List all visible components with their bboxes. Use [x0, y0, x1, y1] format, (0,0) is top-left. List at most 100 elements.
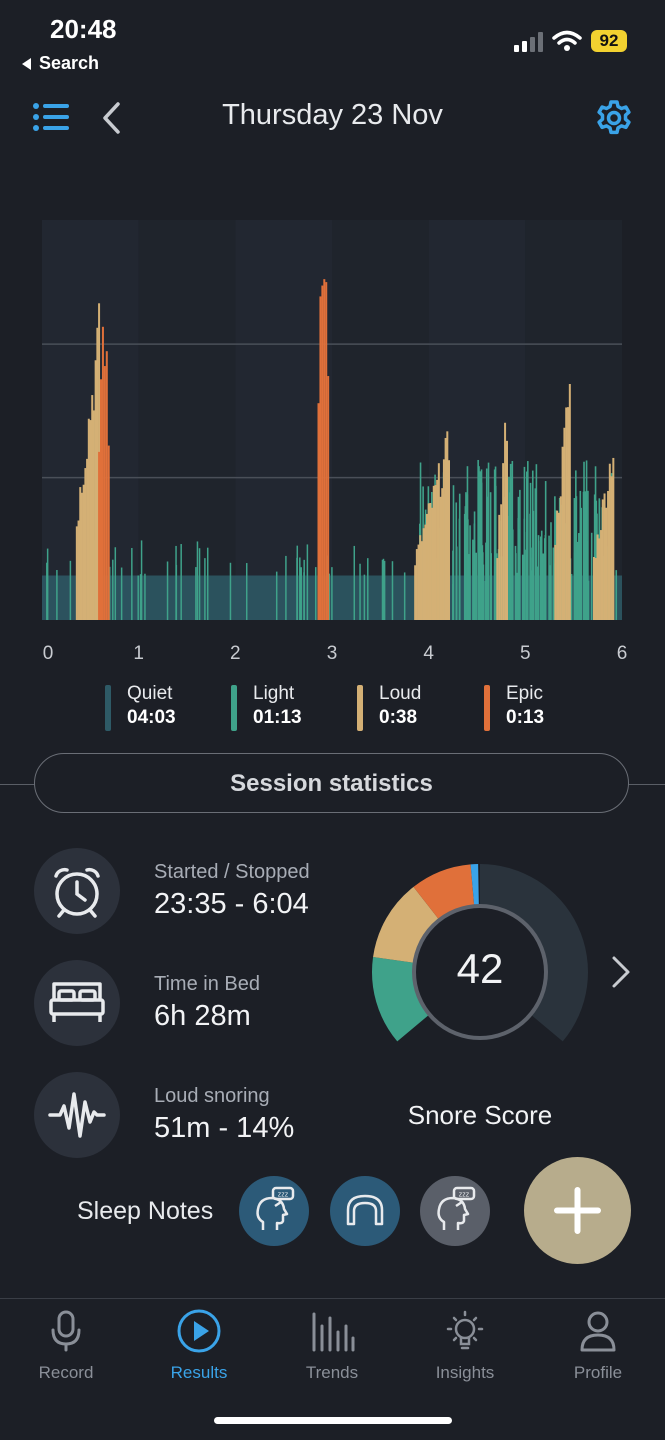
stat-label-started-stopped: Started / Stopped	[154, 861, 310, 883]
light-spike	[466, 494, 469, 620]
sleep-note-sleep-head-icon-2[interactable]: zzz	[420, 1176, 490, 1246]
burst-0-bar	[84, 468, 87, 620]
tab-record[interactable]: Record	[6, 1308, 126, 1383]
burst-2-bar	[317, 403, 320, 620]
burst-2-bar	[321, 285, 324, 620]
light-spike	[131, 547, 133, 620]
burst-0-bar	[94, 360, 97, 620]
light-spike	[517, 518, 520, 620]
light-spike	[204, 558, 206, 620]
gear-icon[interactable]	[594, 98, 634, 138]
tab-results[interactable]: Results	[139, 1308, 259, 1383]
sleep-note-mouthguard-icon[interactable]	[330, 1176, 400, 1246]
chevron-left-icon[interactable]	[98, 100, 128, 136]
light-spike	[580, 507, 583, 620]
add-note-button[interactable]	[524, 1157, 631, 1264]
snore-chart[interactable]: 0 1 2 3 4 5 6	[0, 150, 665, 670]
burst-6-bar	[607, 490, 610, 620]
burst-4-bar	[504, 422, 507, 620]
burst-3-bar	[417, 544, 420, 620]
microphone-icon	[51, 1310, 81, 1352]
light-spike	[144, 573, 146, 620]
light-spike	[575, 496, 578, 620]
light-spike	[532, 510, 535, 620]
light-spike	[590, 532, 593, 620]
snore-score-gauge[interactable]	[355, 845, 605, 1055]
tab-insights[interactable]: Insights	[405, 1308, 525, 1383]
page-title: Thursday 23 Nov	[222, 99, 443, 131]
light-spike	[275, 571, 278, 620]
burst-3-bar	[436, 479, 439, 620]
stat-label-loud-snoring: Loud snoring	[154, 1085, 270, 1107]
sleep-note-sleep-head-icon[interactable]: zzz	[239, 1176, 309, 1246]
battery-indicator: 92	[591, 30, 627, 52]
burst-4-bar	[506, 440, 508, 620]
burst-0-bar	[92, 410, 95, 620]
light-spike	[391, 561, 394, 620]
legend-value-epic: 0:13	[506, 707, 545, 728]
light-spike	[306, 544, 309, 620]
light-spike	[481, 545, 484, 620]
legend-swatch-quiet	[105, 685, 111, 731]
light-spike	[69, 560, 72, 620]
tab-bar-divider	[0, 1298, 665, 1299]
light-spike	[300, 567, 302, 620]
chart-band-3	[332, 220, 429, 620]
session-statistics-header[interactable]: Session statistics	[34, 753, 629, 813]
burst-3-bar	[444, 437, 447, 620]
light-spike	[523, 466, 526, 620]
burst-3-bar	[448, 460, 450, 620]
burst-3-bar	[441, 488, 444, 620]
light-spike	[485, 542, 487, 620]
burst-4-bar	[500, 504, 503, 620]
burst-0-bar	[79, 487, 82, 620]
light-spike	[516, 572, 518, 620]
signal-icon	[514, 32, 543, 52]
light-spike	[534, 488, 537, 620]
light-spike	[381, 559, 384, 620]
burst-1-bar	[98, 451, 101, 620]
chevron-right-icon[interactable]	[606, 952, 636, 992]
legend-swatch-light	[231, 685, 237, 731]
light-spike	[46, 562, 48, 620]
burst-0-bar	[75, 526, 78, 620]
light-spike	[139, 574, 142, 620]
back-to-search-link[interactable]: Search	[22, 53, 99, 74]
gauge-track	[480, 864, 588, 1042]
burst-1-bar	[101, 326, 104, 620]
light-spike	[490, 553, 492, 620]
list-menu-icon[interactable]	[32, 100, 70, 134]
light-spike	[331, 567, 333, 620]
light-spike	[493, 469, 496, 620]
light-spike	[455, 502, 458, 620]
light-spike	[578, 533, 580, 620]
light-spike	[552, 547, 555, 620]
light-spike	[587, 490, 589, 620]
tab-profile[interactable]: Profile	[538, 1308, 658, 1383]
light-spike	[480, 469, 483, 620]
light-spike	[229, 562, 232, 620]
x-tick-label: 1	[133, 643, 144, 664]
light-spike	[296, 545, 299, 620]
light-spike	[469, 525, 471, 620]
status-time: 20:48	[50, 14, 117, 44]
burst-3-bar	[437, 463, 440, 620]
back-label: Search	[39, 53, 100, 73]
legend-label-quiet: Quiet	[127, 683, 173, 704]
burst-0-bar	[86, 458, 89, 620]
burst-5-bar	[556, 510, 559, 620]
light-spike	[137, 575, 139, 620]
light-spike	[196, 541, 199, 620]
snore-score-label: Snore Score	[407, 1100, 553, 1130]
tab-trends[interactable]: Trends	[272, 1308, 392, 1383]
light-spike	[114, 547, 117, 620]
burst-5-bar	[554, 544, 557, 620]
burst-3-bar	[432, 485, 435, 620]
burst-3-bar	[427, 503, 430, 620]
light-spike	[472, 539, 474, 620]
light-spike	[493, 565, 496, 620]
light-spike	[525, 471, 528, 620]
light-spike	[548, 535, 550, 620]
light-spike	[328, 573, 331, 620]
light-spike	[540, 530, 543, 620]
